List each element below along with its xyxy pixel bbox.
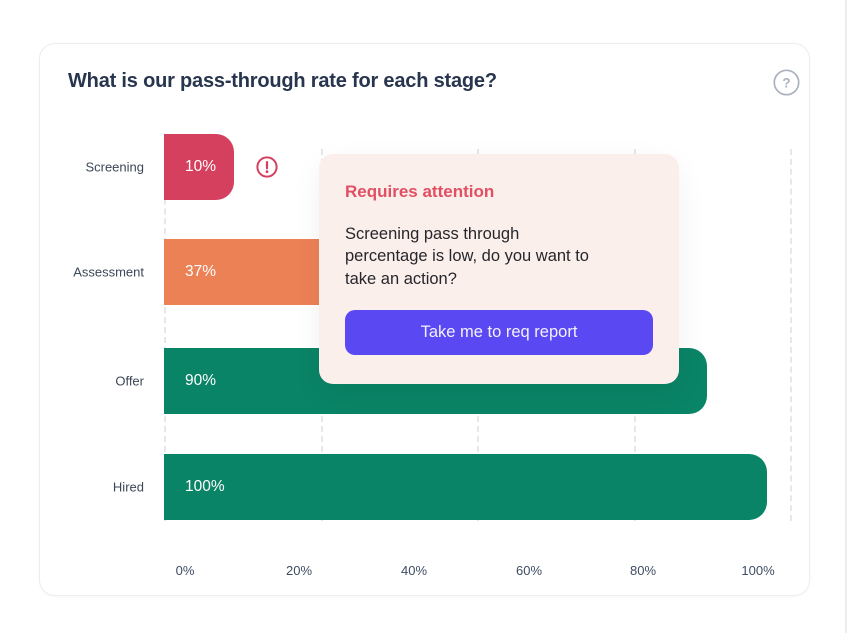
x-tick-label: 40% xyxy=(400,563,428,578)
popup-message-line: percentage is low, do you want to xyxy=(345,247,589,266)
category-label-assessment: Assessment xyxy=(73,264,144,280)
attention-popup: Requires attention Screening pass throug… xyxy=(319,154,679,384)
chart-row-hired: Hired 100% xyxy=(40,454,809,520)
svg-text:?: ? xyxy=(782,75,790,90)
page-right-edge-divider xyxy=(845,0,847,633)
gridline xyxy=(164,149,166,521)
x-tick-label: 80% xyxy=(629,563,657,578)
bar-value-label: 10% xyxy=(185,158,217,175)
category-label-offer: Offer xyxy=(115,373,144,389)
bar-value-label: 90% xyxy=(185,372,217,389)
chart-row-screening: Screening 10% xyxy=(40,134,809,200)
chart-card: What is our pass-through rate for each s… xyxy=(39,43,810,596)
alert-exclamation-icon[interactable] xyxy=(256,156,278,178)
popup-message: Screening pass through percentage is low… xyxy=(345,223,653,290)
x-tick-label: 60% xyxy=(515,563,543,578)
popup-message-line: Screening pass through xyxy=(345,225,520,243)
x-tick-label: 20% xyxy=(285,563,313,578)
popup-message-line: take an action? xyxy=(345,269,457,288)
help-icon[interactable]: ? xyxy=(773,69,800,96)
bar-value-label: 37% xyxy=(185,263,217,280)
req-report-button[interactable]: Take me to req report xyxy=(345,310,653,356)
bar-screening[interactable]: 10% xyxy=(164,134,234,200)
gridline xyxy=(790,149,792,521)
category-label-screening: Screening xyxy=(85,159,144,175)
x-tick-label: 0% xyxy=(175,563,195,578)
category-label-hired: Hired xyxy=(112,479,144,495)
chart-title: What is our pass-through rate for each s… xyxy=(68,70,497,92)
bar-hired[interactable]: 100% xyxy=(164,454,767,520)
x-tick-label: 100% xyxy=(741,563,775,578)
bar-value-label: 100% xyxy=(185,478,225,495)
popup-title: Requires attention xyxy=(345,182,495,201)
